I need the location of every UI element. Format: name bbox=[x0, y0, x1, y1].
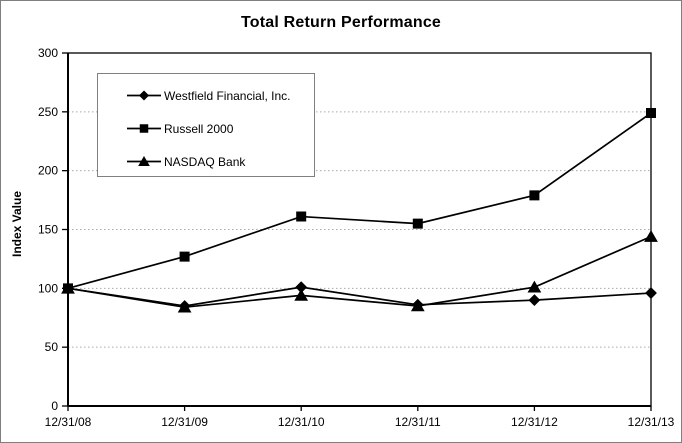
y-tick-label: 150 bbox=[38, 223, 58, 237]
x-tick-label: 12/31/13 bbox=[628, 415, 675, 429]
legend-item: Russell 2000 bbox=[127, 112, 314, 145]
y-tick-label: 100 bbox=[38, 281, 58, 295]
legend-item: NASDAQ Bank bbox=[127, 145, 314, 178]
square-data-point-marker bbox=[296, 211, 307, 222]
chart-legend: Westfield Financial, Inc. Russell 2000 NAS… bbox=[97, 73, 315, 177]
x-tick-label: 12/31/11 bbox=[395, 415, 441, 429]
y-tick-label: 300 bbox=[38, 46, 58, 60]
square-legend-marker-icon bbox=[127, 124, 161, 133]
x-tick-label: 12/31/09 bbox=[161, 415, 208, 429]
square-data-point-marker bbox=[412, 218, 423, 229]
legend-label: NASDAQ Bank bbox=[164, 154, 246, 169]
series-line bbox=[67, 286, 652, 307]
y-tick-label: 50 bbox=[45, 340, 59, 354]
triangle-data-point-marker bbox=[294, 288, 309, 301]
series-line bbox=[67, 235, 652, 309]
triangle-data-point-marker bbox=[527, 280, 542, 293]
triangle-data-point-marker bbox=[644, 230, 658, 242]
diamond-data-point-marker bbox=[645, 287, 657, 299]
diamond-legend-marker-icon bbox=[127, 90, 161, 101]
legend-label: Westfield Financial, Inc. bbox=[164, 88, 291, 103]
series-line bbox=[67, 112, 652, 290]
square-data-point-marker bbox=[529, 190, 540, 201]
triangle-data-point-marker bbox=[410, 299, 425, 312]
y-tick-label: 250 bbox=[38, 105, 58, 119]
triangle-data-point-marker bbox=[61, 281, 75, 294]
triangle-data-point-marker bbox=[177, 300, 192, 313]
square-data-point-marker bbox=[179, 251, 190, 262]
chart-title: Total Return Performance bbox=[240, 14, 442, 31]
x-tick-label: 12/31/10 bbox=[278, 415, 325, 429]
square-data-point-marker bbox=[646, 108, 656, 119]
y-tick-label: 0 bbox=[51, 399, 58, 413]
diamond-data-point-marker bbox=[528, 294, 541, 307]
legend-item: Westfield Financial, Inc. bbox=[127, 79, 314, 112]
legend-label: Russell 2000 bbox=[164, 121, 234, 136]
triangle-legend-marker-icon bbox=[127, 155, 161, 167]
x-tick-label: 12/31/08 bbox=[45, 415, 92, 429]
y-tick-label: 200 bbox=[38, 164, 58, 178]
x-tick-label: 12/31/12 bbox=[511, 415, 558, 429]
